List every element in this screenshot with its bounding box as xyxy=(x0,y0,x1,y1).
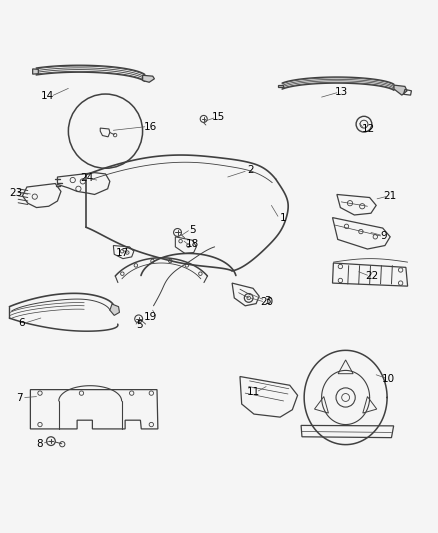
Text: 24: 24 xyxy=(81,173,94,183)
Text: 23: 23 xyxy=(9,188,23,198)
Polygon shape xyxy=(143,75,155,82)
Text: 22: 22 xyxy=(365,271,378,281)
Text: 15: 15 xyxy=(212,112,225,122)
Polygon shape xyxy=(394,85,407,95)
Polygon shape xyxy=(33,69,39,74)
Text: 10: 10 xyxy=(382,374,395,384)
Text: 12: 12 xyxy=(362,124,375,134)
Text: 8: 8 xyxy=(36,439,42,449)
Text: 13: 13 xyxy=(335,87,348,97)
Text: 21: 21 xyxy=(384,191,397,201)
Polygon shape xyxy=(278,85,283,87)
Text: 1: 1 xyxy=(280,213,287,223)
Text: 16: 16 xyxy=(143,122,157,132)
Text: 5: 5 xyxy=(190,225,196,235)
Text: 19: 19 xyxy=(144,312,158,322)
Text: 17: 17 xyxy=(116,248,129,259)
Text: 7: 7 xyxy=(17,393,23,403)
Text: 20: 20 xyxy=(261,297,274,308)
Text: 6: 6 xyxy=(18,318,25,328)
Text: 14: 14 xyxy=(41,91,54,101)
Text: 9: 9 xyxy=(381,231,387,241)
Text: 18: 18 xyxy=(186,239,199,249)
Text: 5: 5 xyxy=(136,320,143,330)
Text: 2: 2 xyxy=(247,165,254,175)
Text: 11: 11 xyxy=(247,387,260,397)
Text: 3: 3 xyxy=(264,296,270,305)
Polygon shape xyxy=(110,304,120,316)
